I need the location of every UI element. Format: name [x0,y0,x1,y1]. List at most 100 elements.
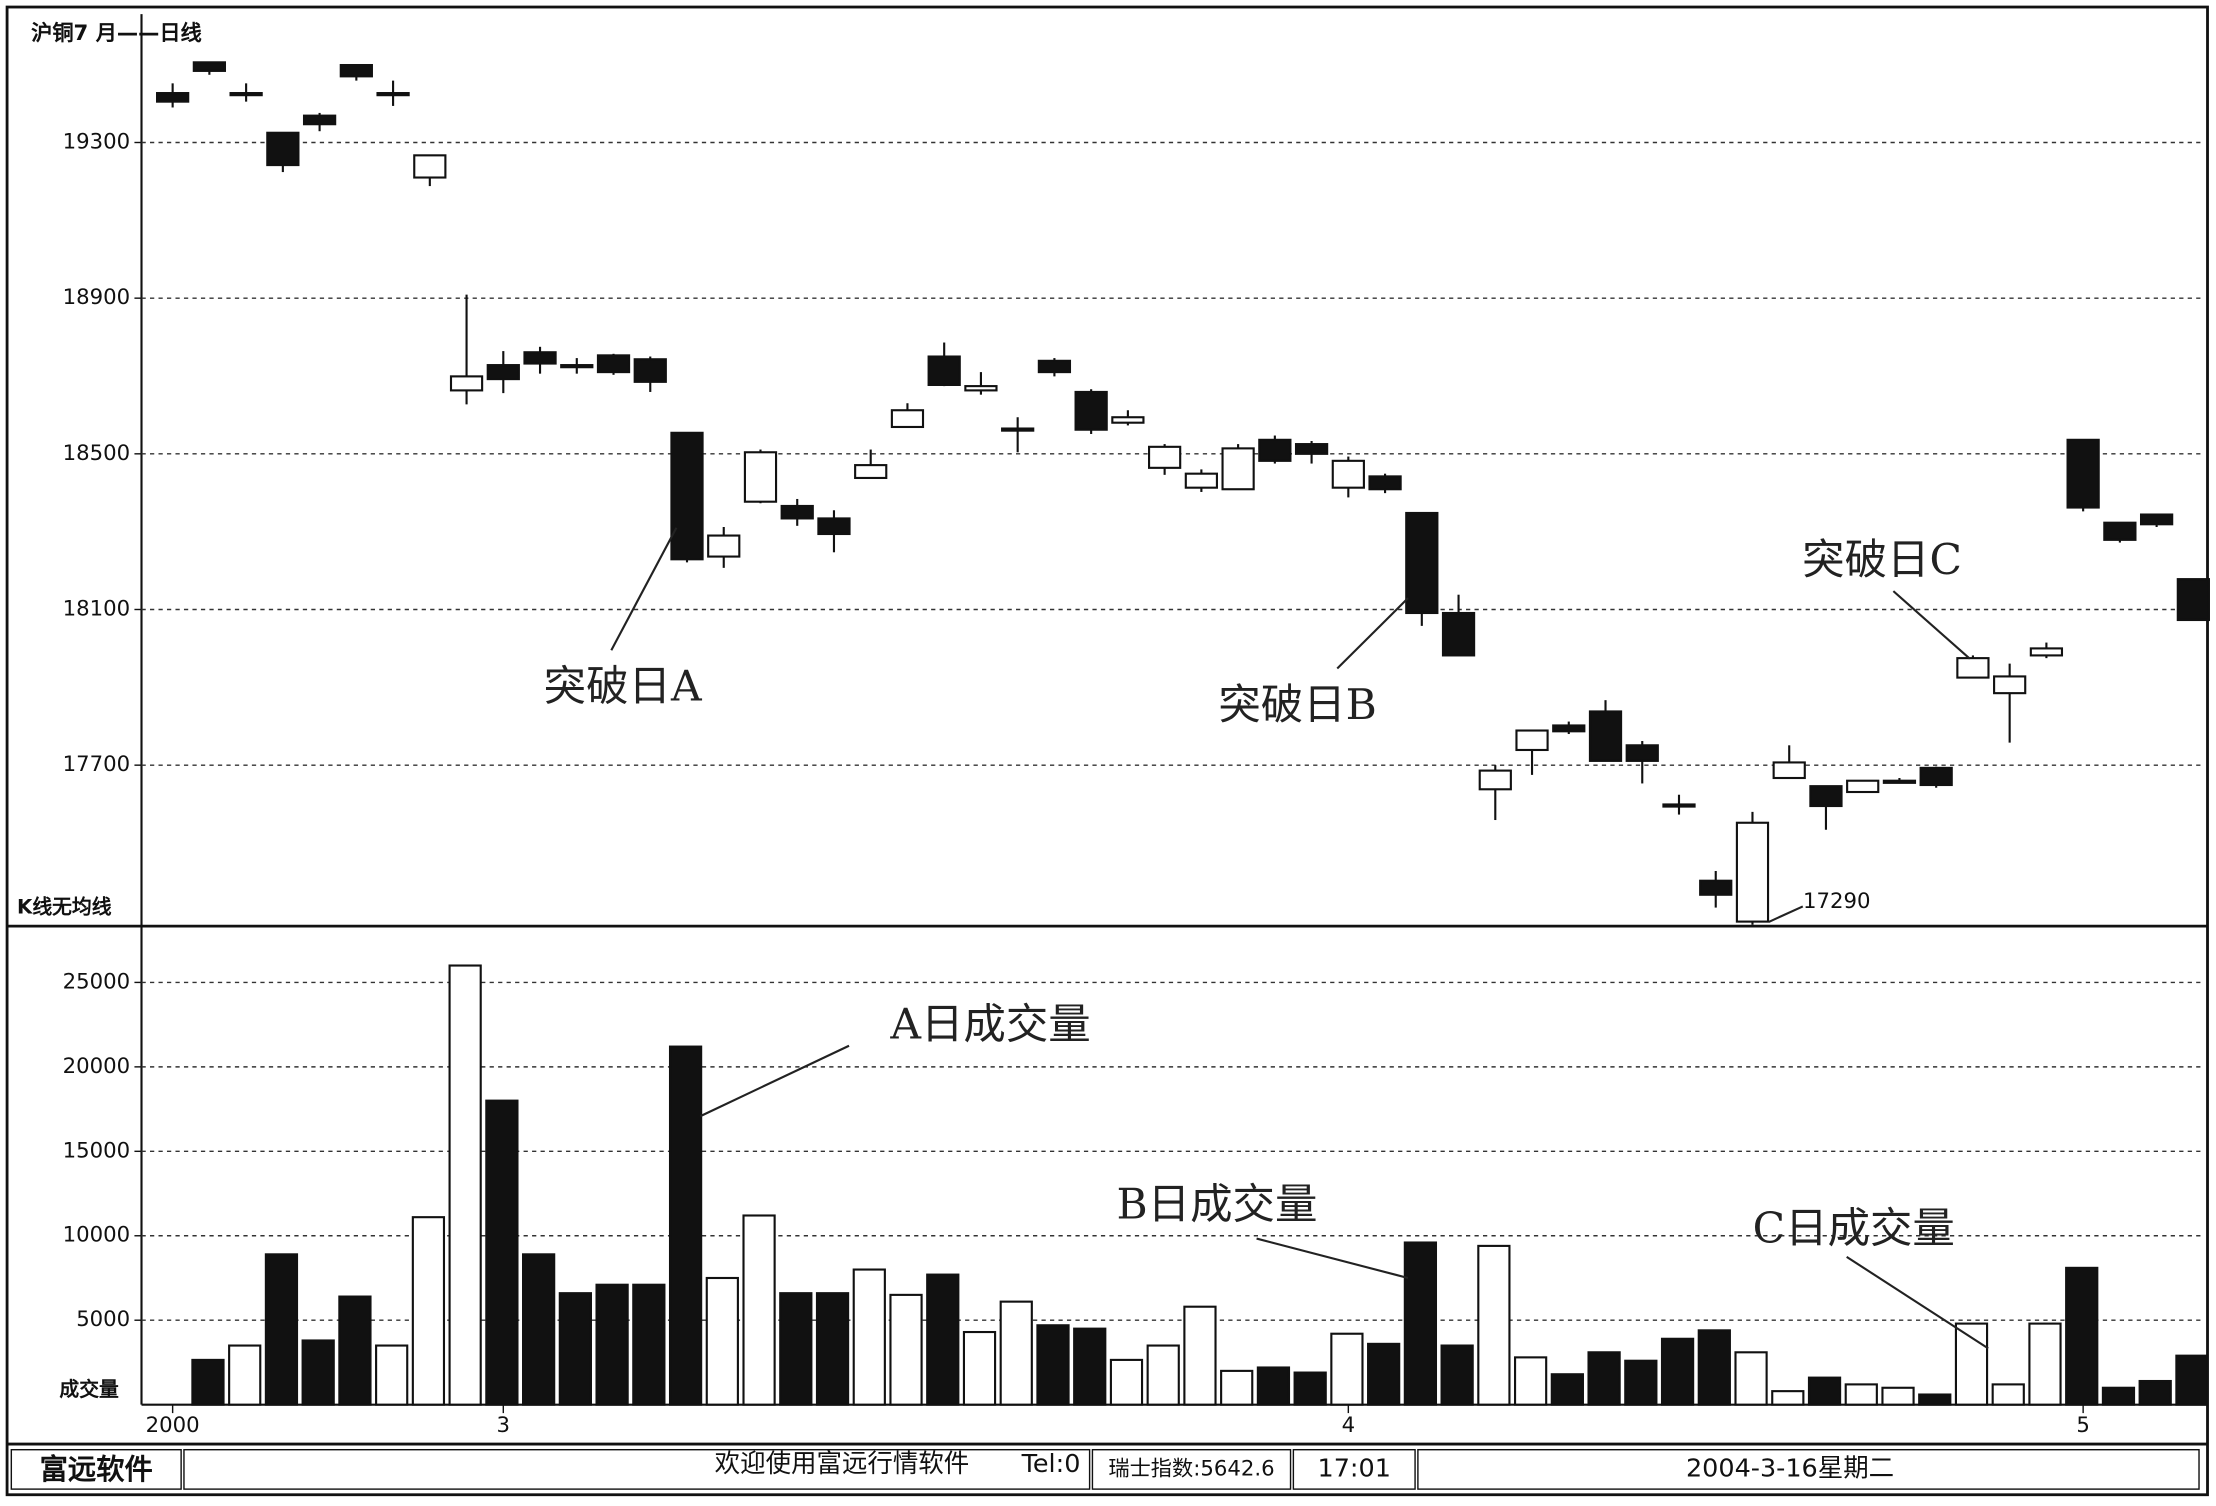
candle-body [376,92,410,97]
candle-body [1405,511,1439,615]
candle-body [1258,438,1292,462]
volume-bar [1220,1369,1254,1406]
volume-bar [1660,1337,1695,1406]
candle-body [2139,513,2174,526]
volume-bar [1991,1383,2025,1406]
volume-bar [1807,1376,1842,1406]
volume-bar [2028,1322,2062,1406]
candle-body [854,464,888,480]
annotation-line [610,527,678,651]
volume-bar [815,1292,850,1406]
y-tick-label: 18900 [63,284,130,309]
candle-body [560,364,594,369]
volume-bar [1440,1344,1474,1406]
chart-title: 沪铜7 月——日线 [31,20,202,45]
candle-body [2176,578,2210,622]
candle-body [596,354,631,374]
volume-bar [1954,1322,1989,1406]
volume-bar [999,1300,1033,1406]
candle-body [1552,724,1586,733]
volume-bar [962,1330,997,1406]
volume-bar [411,1216,446,1406]
candle-body [1735,821,1770,923]
volume-bar [1881,1386,1915,1406]
y-tick-label: 5000 [76,1306,130,1331]
volume-bar [1477,1244,1511,1406]
candle-body [707,534,741,558]
annotation-line [1846,1255,1989,1350]
candle-body [413,154,447,179]
annotation: 突破日B [1218,680,1377,729]
time: 17:01 [1318,1452,1391,1482]
annotation: 突破日A [544,662,702,711]
annotation-line [1336,597,1409,670]
candle-body [1588,710,1623,762]
volume-bar [375,1344,409,1406]
candle-body [192,61,227,72]
volume-bar [1587,1351,1621,1406]
candle-body [1294,443,1329,455]
y-tick-label: 19300 [63,129,130,154]
annotation: 17290 [1803,888,1870,913]
volume-bar [558,1292,592,1406]
volume-bar [1624,1359,1658,1406]
candle-body [2103,521,2137,541]
x-tick-label: 3 [497,1412,511,1437]
volume-bar [632,1283,666,1406]
volume-bar [852,1268,886,1406]
candle-body [266,131,300,167]
date: 2004-3-16星期二 [1686,1452,1894,1482]
candle-body [817,517,851,536]
candle-body [1846,779,1880,794]
candle-body [890,409,925,429]
volume-bar [1183,1305,1217,1406]
candle-body [633,358,667,383]
candle-body [1037,359,1072,374]
annotation: C日成交量 [1753,1204,1955,1253]
candle-body [1441,611,1476,657]
annotation: B日成交量 [1116,1180,1317,1229]
status-cell [10,1448,182,1490]
candle-body [302,114,337,126]
volume-bar [191,1358,225,1406]
volume-bar [1367,1342,1401,1406]
candle-body [229,92,263,97]
y-tick-label: 15000 [63,1137,130,1162]
annotation-line [1256,1237,1409,1280]
volume-bar [668,1045,703,1406]
volume-bar [448,964,482,1406]
candle-body [1184,472,1218,489]
candle-body [670,431,704,561]
volume-bar [2175,1354,2209,1406]
volume-bar [485,1099,519,1406]
annotation-line [1768,905,1804,923]
candle-body [1368,475,1402,491]
candle-body [1478,769,1512,791]
status-bar: 富远软件 欢迎使用富远行情软件 Tel:0 瑞士指数:5642.6 17:01 … [10,1448,2200,1490]
candle-body [1662,803,1696,808]
volume-bar [1403,1241,1438,1406]
annotation: 突破日C [1802,535,1962,584]
candle-body [2029,647,2064,657]
volume-bar [779,1292,813,1406]
volume-bar [705,1276,739,1406]
candle-body [1699,879,1733,896]
volume-bar [742,1214,776,1406]
annotation: A日成交量 [889,1000,1090,1049]
volume-bar [1036,1324,1070,1406]
volume-bar [301,1339,335,1406]
panel-label: 成交量 [59,1378,119,1401]
index: 瑞士指数:5642.6 [1108,1455,1274,1480]
candle-body [1074,390,1108,431]
volume-bar [264,1253,299,1406]
volume-bar [1918,1393,1952,1406]
y-tick-label: 18500 [63,440,130,465]
volume-bar [338,1295,372,1406]
phone: Tel:0 [1021,1448,1081,1478]
candle-body [1956,657,1990,679]
volume-bar [1330,1332,1364,1406]
candle-body [523,351,557,365]
volume-bar [2138,1379,2172,1406]
outer-frame [5,5,2209,1497]
